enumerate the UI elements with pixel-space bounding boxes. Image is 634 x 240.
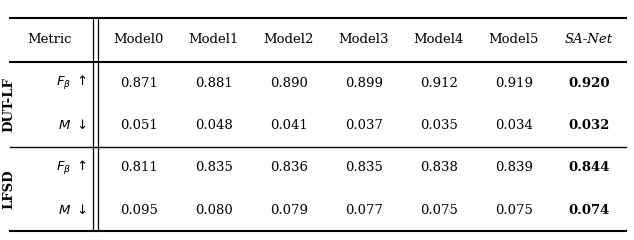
Text: Model3: Model3 [339, 33, 389, 46]
Text: Model2: Model2 [264, 33, 314, 46]
Text: 0.095: 0.095 [120, 204, 158, 217]
Text: 0.037: 0.037 [345, 119, 383, 132]
Text: 0.890: 0.890 [270, 77, 308, 90]
Text: 0.920: 0.920 [568, 77, 609, 90]
Text: 0.899: 0.899 [345, 77, 383, 90]
Text: 0.075: 0.075 [495, 204, 533, 217]
Text: 0.035: 0.035 [420, 119, 458, 132]
Text: 0.919: 0.919 [495, 77, 533, 90]
Text: 0.079: 0.079 [270, 204, 308, 217]
Text: 0.835: 0.835 [195, 161, 233, 174]
Text: 0.811: 0.811 [120, 161, 158, 174]
Text: 0.041: 0.041 [270, 119, 307, 132]
Text: $F_\beta$ $\uparrow$: $F_\beta$ $\uparrow$ [56, 74, 87, 92]
Text: 0.077: 0.077 [345, 204, 383, 217]
Text: 0.080: 0.080 [195, 204, 233, 217]
Text: 0.881: 0.881 [195, 77, 233, 90]
Text: $F_\beta$ $\uparrow$: $F_\beta$ $\uparrow$ [56, 159, 87, 177]
Text: 0.912: 0.912 [420, 77, 458, 90]
Text: LFSD: LFSD [3, 169, 15, 209]
Text: 0.075: 0.075 [420, 204, 458, 217]
Text: 0.836: 0.836 [270, 161, 308, 174]
Text: 0.034: 0.034 [495, 119, 533, 132]
Text: 0.844: 0.844 [568, 161, 609, 174]
Text: 0.051: 0.051 [120, 119, 158, 132]
Text: DUT-LF: DUT-LF [3, 77, 15, 132]
Text: SA-Net: SA-Net [565, 33, 613, 46]
Text: Model4: Model4 [413, 33, 464, 46]
Text: 0.074: 0.074 [568, 204, 609, 217]
Text: 0.871: 0.871 [120, 77, 158, 90]
Text: $M$ $\downarrow$: $M$ $\downarrow$ [58, 203, 86, 217]
Text: 0.838: 0.838 [420, 161, 458, 174]
Text: 0.839: 0.839 [495, 161, 533, 174]
Text: $M$ $\downarrow$: $M$ $\downarrow$ [58, 119, 86, 132]
Text: 0.032: 0.032 [568, 119, 609, 132]
Text: 0.835: 0.835 [345, 161, 383, 174]
Text: Model5: Model5 [489, 33, 539, 46]
Text: Metric: Metric [27, 33, 72, 46]
Text: Model1: Model1 [189, 33, 239, 46]
Text: 0.048: 0.048 [195, 119, 233, 132]
Text: Model0: Model0 [113, 33, 164, 46]
